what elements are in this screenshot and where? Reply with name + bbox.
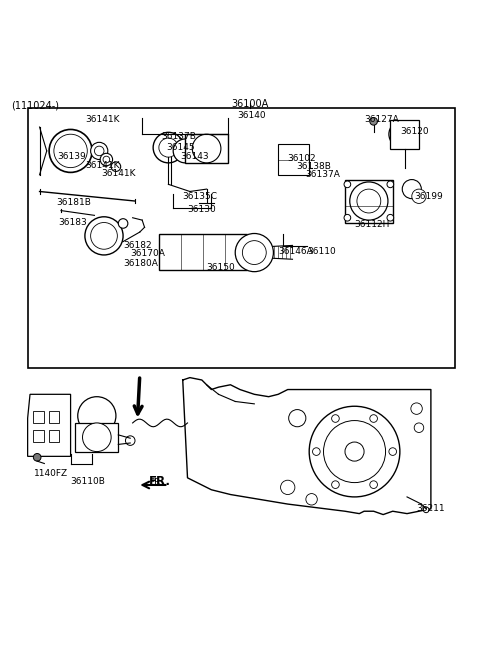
Bar	[48, 430, 59, 442]
Circle shape	[192, 134, 221, 163]
Text: 36145: 36145	[166, 143, 195, 151]
Circle shape	[125, 436, 135, 445]
Text: 36141K: 36141K	[102, 170, 136, 178]
Circle shape	[395, 127, 409, 141]
Text: 36141K: 36141K	[85, 160, 120, 170]
Text: 36135C: 36135C	[183, 192, 218, 201]
Circle shape	[173, 139, 197, 163]
Circle shape	[389, 121, 416, 147]
Text: 36112H: 36112H	[355, 220, 390, 229]
Circle shape	[387, 214, 394, 221]
Circle shape	[332, 481, 339, 489]
Circle shape	[309, 406, 400, 497]
Circle shape	[389, 448, 396, 455]
Text: 36137B: 36137B	[161, 132, 196, 141]
Circle shape	[344, 214, 351, 221]
Circle shape	[412, 189, 426, 204]
Circle shape	[95, 146, 104, 156]
Circle shape	[387, 181, 394, 188]
Circle shape	[370, 481, 377, 489]
Circle shape	[402, 179, 421, 198]
Circle shape	[153, 132, 184, 163]
Bar	[34, 430, 44, 442]
Text: 36180A: 36180A	[123, 259, 158, 268]
Text: 36181B: 36181B	[56, 198, 91, 207]
Circle shape	[85, 217, 123, 255]
Text: 36146A: 36146A	[278, 247, 313, 255]
Circle shape	[91, 223, 117, 250]
Circle shape	[350, 182, 388, 220]
Text: 36141K: 36141K	[85, 115, 120, 124]
Circle shape	[306, 494, 317, 505]
FancyBboxPatch shape	[28, 108, 455, 368]
Circle shape	[414, 423, 424, 432]
Text: 36127A: 36127A	[364, 115, 399, 124]
Circle shape	[159, 138, 178, 157]
Text: 36139: 36139	[58, 152, 86, 161]
Circle shape	[100, 153, 113, 166]
Text: 36150: 36150	[206, 263, 235, 272]
Text: 36140: 36140	[238, 111, 266, 120]
Text: 36130: 36130	[188, 204, 216, 214]
Text: 36110: 36110	[307, 247, 336, 255]
Circle shape	[83, 423, 111, 451]
Text: 36100A: 36100A	[231, 100, 268, 109]
Text: 36199: 36199	[414, 192, 443, 201]
Circle shape	[49, 130, 92, 172]
Text: 36138B: 36138B	[296, 162, 331, 171]
Text: 36120: 36120	[400, 127, 429, 136]
Text: 36211: 36211	[417, 504, 445, 514]
Circle shape	[344, 181, 351, 188]
Bar	[75, 423, 118, 451]
Circle shape	[242, 240, 266, 265]
Text: 36182: 36182	[123, 241, 152, 250]
Circle shape	[34, 453, 41, 461]
Bar	[159, 234, 247, 271]
Circle shape	[345, 442, 364, 461]
Circle shape	[103, 156, 110, 163]
Circle shape	[281, 480, 295, 495]
Circle shape	[235, 233, 274, 272]
Circle shape	[370, 415, 377, 422]
Text: (111024-): (111024-)	[11, 101, 59, 111]
Bar	[345, 179, 393, 223]
Circle shape	[411, 403, 422, 415]
Circle shape	[312, 448, 320, 455]
Circle shape	[324, 421, 385, 483]
Bar	[48, 411, 59, 423]
Circle shape	[288, 409, 306, 427]
Circle shape	[332, 415, 339, 422]
Text: 36170A: 36170A	[130, 249, 165, 258]
Circle shape	[370, 117, 377, 125]
Bar	[34, 411, 44, 423]
Circle shape	[357, 189, 381, 213]
Bar	[278, 143, 309, 175]
Text: 36137A: 36137A	[305, 170, 340, 179]
Text: FR.: FR.	[149, 475, 171, 488]
Circle shape	[423, 507, 429, 513]
Text: 36143: 36143	[180, 152, 209, 161]
Circle shape	[118, 219, 128, 228]
Text: 36102: 36102	[288, 153, 316, 162]
Circle shape	[111, 162, 120, 172]
Text: FR.: FR.	[149, 478, 163, 487]
Text: 36110B: 36110B	[71, 477, 106, 485]
Text: 1140FZ: 1140FZ	[34, 468, 68, 477]
Circle shape	[54, 134, 87, 168]
Bar	[185, 134, 228, 163]
Text: 36183: 36183	[59, 218, 87, 227]
Circle shape	[78, 397, 116, 435]
Circle shape	[91, 142, 108, 160]
Bar	[390, 120, 419, 149]
